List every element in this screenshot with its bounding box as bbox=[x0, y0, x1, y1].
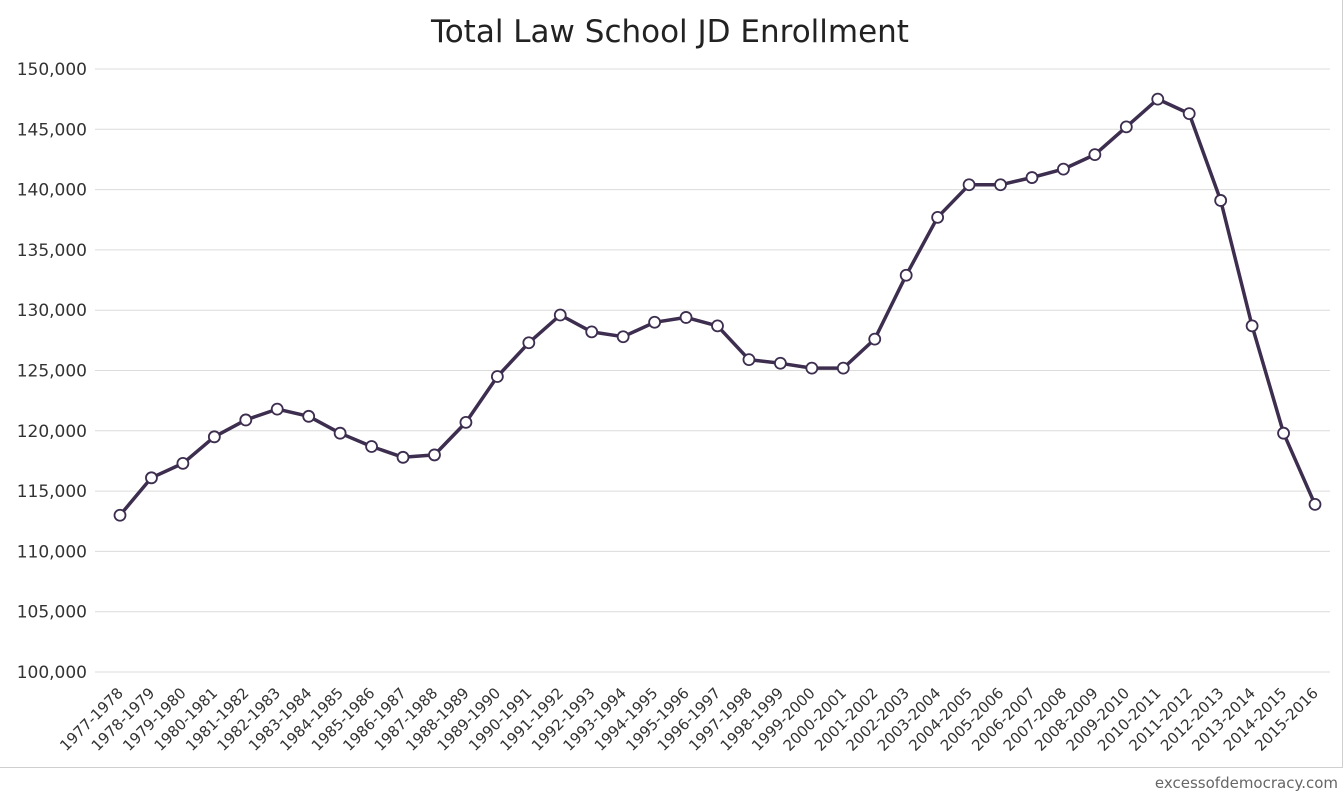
data-point[interactable] bbox=[1308, 497, 1322, 511]
data-point[interactable] bbox=[1057, 162, 1070, 176]
data-point[interactable] bbox=[1182, 107, 1196, 121]
chart-title: Total Law School JD Enrollment bbox=[430, 14, 909, 50]
data-point[interactable] bbox=[302, 409, 316, 423]
data-point[interactable] bbox=[522, 336, 536, 350]
y-tick-label: 140,000 bbox=[17, 181, 87, 201]
data-point[interactable] bbox=[1088, 148, 1102, 162]
data-point[interactable] bbox=[396, 450, 410, 464]
data-point[interactable] bbox=[899, 268, 913, 282]
data-point[interactable] bbox=[679, 311, 693, 324]
series-line bbox=[118, 97, 1317, 517]
y-axis-ticks: 100,000 105,000 110,000 115,000 120,000 125,0… bbox=[17, 60, 87, 683]
y-tick-label: 135,000 bbox=[17, 241, 87, 261]
y-tick-label: 105,000 bbox=[17, 603, 87, 623]
chart-frame: Total Law School JD Enrollment 100,000 10… bbox=[0, 0, 1343, 768]
data-point[interactable] bbox=[773, 356, 787, 370]
x-axis-ticks: 1977-19781978-19791979-19801980-19811981… bbox=[56, 684, 1322, 755]
y-tick-label: 110,000 bbox=[17, 542, 87, 562]
data-point[interactable] bbox=[1119, 120, 1133, 134]
data-point[interactable] bbox=[1214, 194, 1228, 207]
y-tick-label: 130,000 bbox=[17, 301, 87, 321]
data-point[interactable] bbox=[176, 456, 190, 470]
data-point[interactable] bbox=[365, 440, 378, 453]
data-point[interactable] bbox=[962, 178, 976, 192]
watermark: excessofdemocracy.com bbox=[1154, 774, 1338, 792]
data-point[interactable] bbox=[239, 413, 253, 427]
data-point[interactable] bbox=[207, 430, 221, 444]
data-point[interactable] bbox=[648, 315, 662, 329]
y-tick-label: 115,000 bbox=[17, 482, 87, 502]
data-point[interactable] bbox=[585, 325, 599, 339]
data-point[interactable] bbox=[333, 426, 347, 440]
data-point[interactable] bbox=[490, 370, 504, 383]
data-point[interactable] bbox=[1151, 92, 1165, 106]
data-point[interactable] bbox=[553, 308, 567, 322]
data-point[interactable] bbox=[428, 448, 441, 462]
data-point[interactable] bbox=[805, 361, 819, 375]
data-point[interactable] bbox=[931, 210, 945, 224]
data-point[interactable] bbox=[616, 330, 630, 344]
y-tick-label: 145,000 bbox=[17, 120, 87, 140]
data-point[interactable] bbox=[994, 178, 1007, 192]
data-point[interactable] bbox=[868, 332, 882, 346]
data-point[interactable] bbox=[459, 415, 473, 429]
data-point[interactable] bbox=[1025, 171, 1039, 184]
y-tick-label: 125,000 bbox=[17, 362, 87, 382]
data-point[interactable] bbox=[742, 353, 756, 367]
data-point[interactable] bbox=[270, 402, 284, 416]
data-point[interactable] bbox=[836, 361, 850, 375]
y-tick-label: 120,000 bbox=[17, 422, 87, 442]
gridlines bbox=[95, 68, 1330, 673]
data-point[interactable] bbox=[711, 319, 724, 333]
y-tick-label: 100,000 bbox=[17, 663, 87, 683]
data-point[interactable] bbox=[1245, 319, 1259, 333]
data-point[interactable] bbox=[113, 508, 127, 522]
data-point[interactable] bbox=[145, 471, 158, 485]
y-tick-label: 150,000 bbox=[17, 60, 87, 80]
data-point[interactable] bbox=[1277, 426, 1290, 440]
line-chart: Total Law School JD Enrollment 100,00010… bbox=[17, 14, 1330, 755]
series-layer bbox=[113, 92, 1322, 522]
